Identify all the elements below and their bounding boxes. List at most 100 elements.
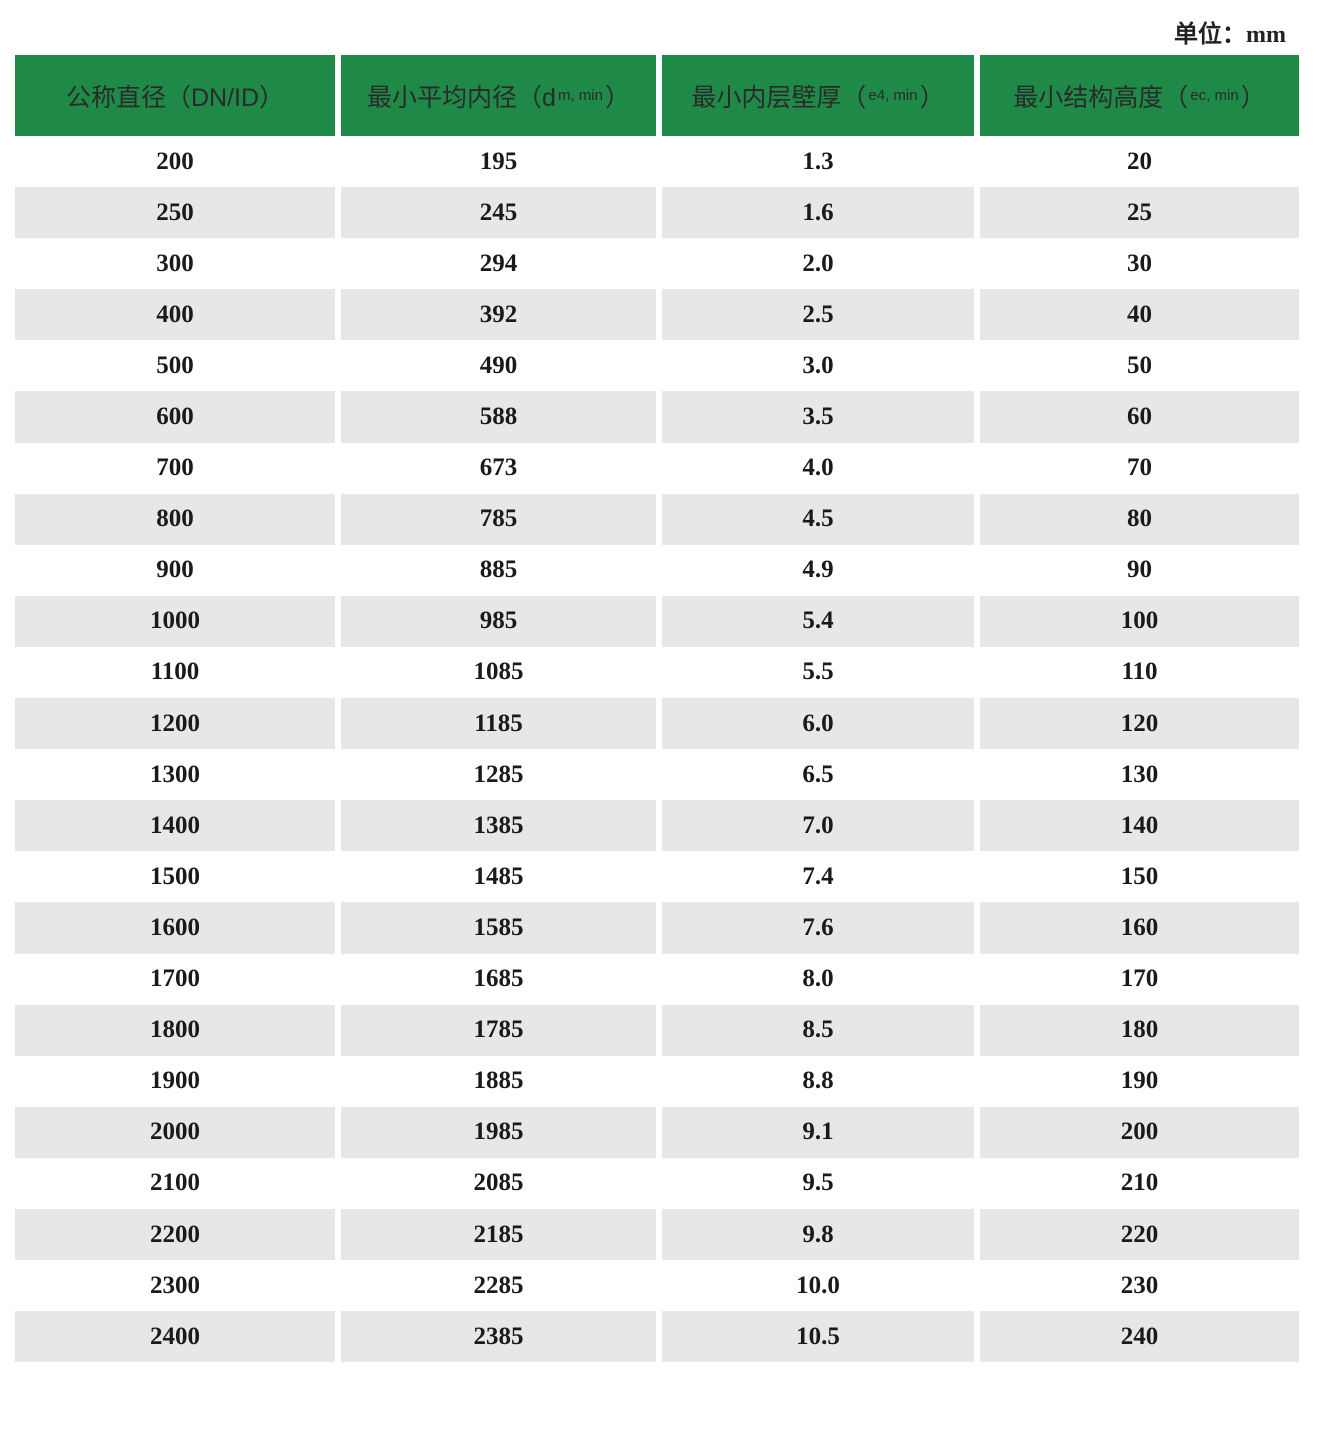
table-cell: 90 <box>1127 556 1152 584</box>
header-text: 最小结构高度（ <box>1013 83 1189 112</box>
table-row: 200 195 1.3 20 <box>15 136 1299 188</box>
table-cell: 1885 <box>341 1055 662 1107</box>
table-cell: 2085 <box>341 1157 662 1209</box>
table-cell: 4.5 <box>662 493 980 545</box>
table-cell: 4.9 <box>662 544 980 596</box>
table-row: 1400 1385 7.0 140 <box>15 800 1299 852</box>
table-row: 2300 2285 10.0 230 <box>15 1260 1299 1312</box>
table-cell: 400 <box>15 289 341 341</box>
table-cell: 8.5 <box>662 1004 980 1056</box>
table-row: 1000 985 5.4 100 <box>15 595 1299 647</box>
table-cell: 2385 <box>341 1311 662 1363</box>
table-cell: 25 <box>980 187 1299 239</box>
table-cell: 1400 <box>15 800 341 852</box>
table-cell: 1200 <box>15 698 341 750</box>
table-row: 250 245 1.6 25 <box>15 187 1299 239</box>
table-cell: 60 <box>980 391 1299 443</box>
table-cell: 9.8 <box>662 1208 980 1261</box>
table-cell: 588 <box>341 391 662 443</box>
table-cell: 100 <box>980 595 1299 647</box>
table-row: 700 673 4.0 70 <box>15 442 1299 494</box>
header-text: 公称直径（DN/ID） <box>65 83 285 112</box>
table-cell: 294 <box>341 238 662 290</box>
table-cell: 1985 <box>341 1106 662 1158</box>
table-cell: 160 <box>980 902 1299 954</box>
table-cell: 7.0 <box>662 800 980 852</box>
table-row: 1700 1685 8.0 170 <box>15 953 1299 1005</box>
table-row: 2100 2085 9.5 210 <box>15 1157 1299 1209</box>
table-cell: 600 <box>15 391 341 443</box>
header-text: m, min <box>557 87 603 104</box>
table-cell: 800 <box>15 493 341 545</box>
table-cell: 8.0 <box>662 953 980 1005</box>
column-header: 最小平均内径（d m, min） <box>341 55 662 136</box>
table-cell: 1100 <box>15 646 341 699</box>
table-row: 1500 1485 7.4 150 <box>15 851 1299 903</box>
table-header: 公称直径（DN/ID） 最小平均内径（d m, min）最小内层壁厚（ e4, min… <box>15 55 1299 136</box>
table-cell: 240 <box>980 1311 1299 1363</box>
header-text: 最小内层壁厚（ <box>691 83 867 112</box>
table-cell: 30 <box>1127 249 1152 277</box>
spec-table: 公称直径（DN/ID） 最小平均内径（d m, min）最小内层壁厚（ e4, min… <box>15 55 1299 1363</box>
table-row: 400 392 2.5 40 <box>15 289 1299 341</box>
table-row: 300 294 2.0 30 <box>15 238 1299 290</box>
table-cell: 1800 <box>15 1004 341 1056</box>
header-text: 最小平均内径（d <box>367 83 556 112</box>
table-row: 800 785 4.5 80 <box>15 493 1299 545</box>
table-cell: 1000 <box>15 595 341 647</box>
table-cell: 2.0 <box>662 238 980 290</box>
table-cell: 2100 <box>15 1157 341 1209</box>
table-cell: 170 <box>1120 965 1159 993</box>
table-cell: 1085 <box>341 646 662 699</box>
table-cell: 5.4 <box>662 595 980 647</box>
table-cell: 2285 <box>341 1260 662 1312</box>
table-row: 1300 1285 6.5 130 <box>15 749 1299 801</box>
table-cell: 2185 <box>341 1208 662 1261</box>
table-cell: 2200 <box>15 1208 341 1261</box>
table-cell: 885 <box>341 544 662 596</box>
table-cell: 500 <box>15 340 341 392</box>
table-row: 2400 2385 10.5 240 <box>15 1311 1299 1363</box>
table-row: 900 885 4.9 90 <box>15 544 1299 596</box>
table-cell: 7.6 <box>662 902 980 954</box>
table-cell: 1685 <box>341 953 662 1005</box>
table-cell: 9.5 <box>662 1157 980 1209</box>
table-row: 1600 1585 7.6 160 <box>15 902 1299 954</box>
table-cell: 6.5 <box>662 749 980 801</box>
table-row: 2200 2185 9.8 220 <box>15 1208 1299 1261</box>
unit-label: 单位：mm <box>1174 22 1286 48</box>
table-cell: 200 <box>15 136 341 188</box>
table-cell: 490 <box>341 340 662 392</box>
table-cell: 20 <box>1127 147 1152 175</box>
table-cell: 7.4 <box>662 851 980 903</box>
table-row: 1100 1085 5.5 110 <box>15 646 1299 699</box>
column-header: 最小内层壁厚（ e4, min） <box>662 55 980 136</box>
table-cell: 1585 <box>341 902 662 954</box>
header-text: ） <box>604 83 630 112</box>
table-cell: 40 <box>980 289 1299 341</box>
table-cell: 140 <box>980 800 1299 852</box>
header-text: e4, min <box>868 87 918 104</box>
table-cell: 250 <box>15 187 341 239</box>
table-cell: 3.5 <box>662 391 980 443</box>
table-cell: 392 <box>341 289 662 341</box>
table-cell: 900 <box>15 544 341 596</box>
table-cell: 2300 <box>15 1260 341 1312</box>
table-cell: 8.8 <box>662 1055 980 1107</box>
header-text: ） <box>919 83 945 112</box>
table-cell: 1500 <box>15 851 341 903</box>
table-cell: 785 <box>341 493 662 545</box>
table-cell: 195 <box>341 136 662 188</box>
table-cell: 3.0 <box>662 340 980 392</box>
table-cell: 9.1 <box>662 1106 980 1158</box>
table-cell: 700 <box>15 442 341 494</box>
table-row: 1800 1785 8.5 180 <box>15 1004 1299 1056</box>
table-row: 1900 1885 8.8 190 <box>15 1055 1299 1107</box>
table-cell: 300 <box>15 238 341 290</box>
table-row: 500 490 3.0 50 <box>15 340 1299 392</box>
header-text: ） <box>1240 83 1266 112</box>
table-cell: 220 <box>980 1208 1299 1261</box>
table-cell: 1300 <box>15 749 341 801</box>
table-cell: 150 <box>1120 862 1159 890</box>
table-cell: 245 <box>341 187 662 239</box>
